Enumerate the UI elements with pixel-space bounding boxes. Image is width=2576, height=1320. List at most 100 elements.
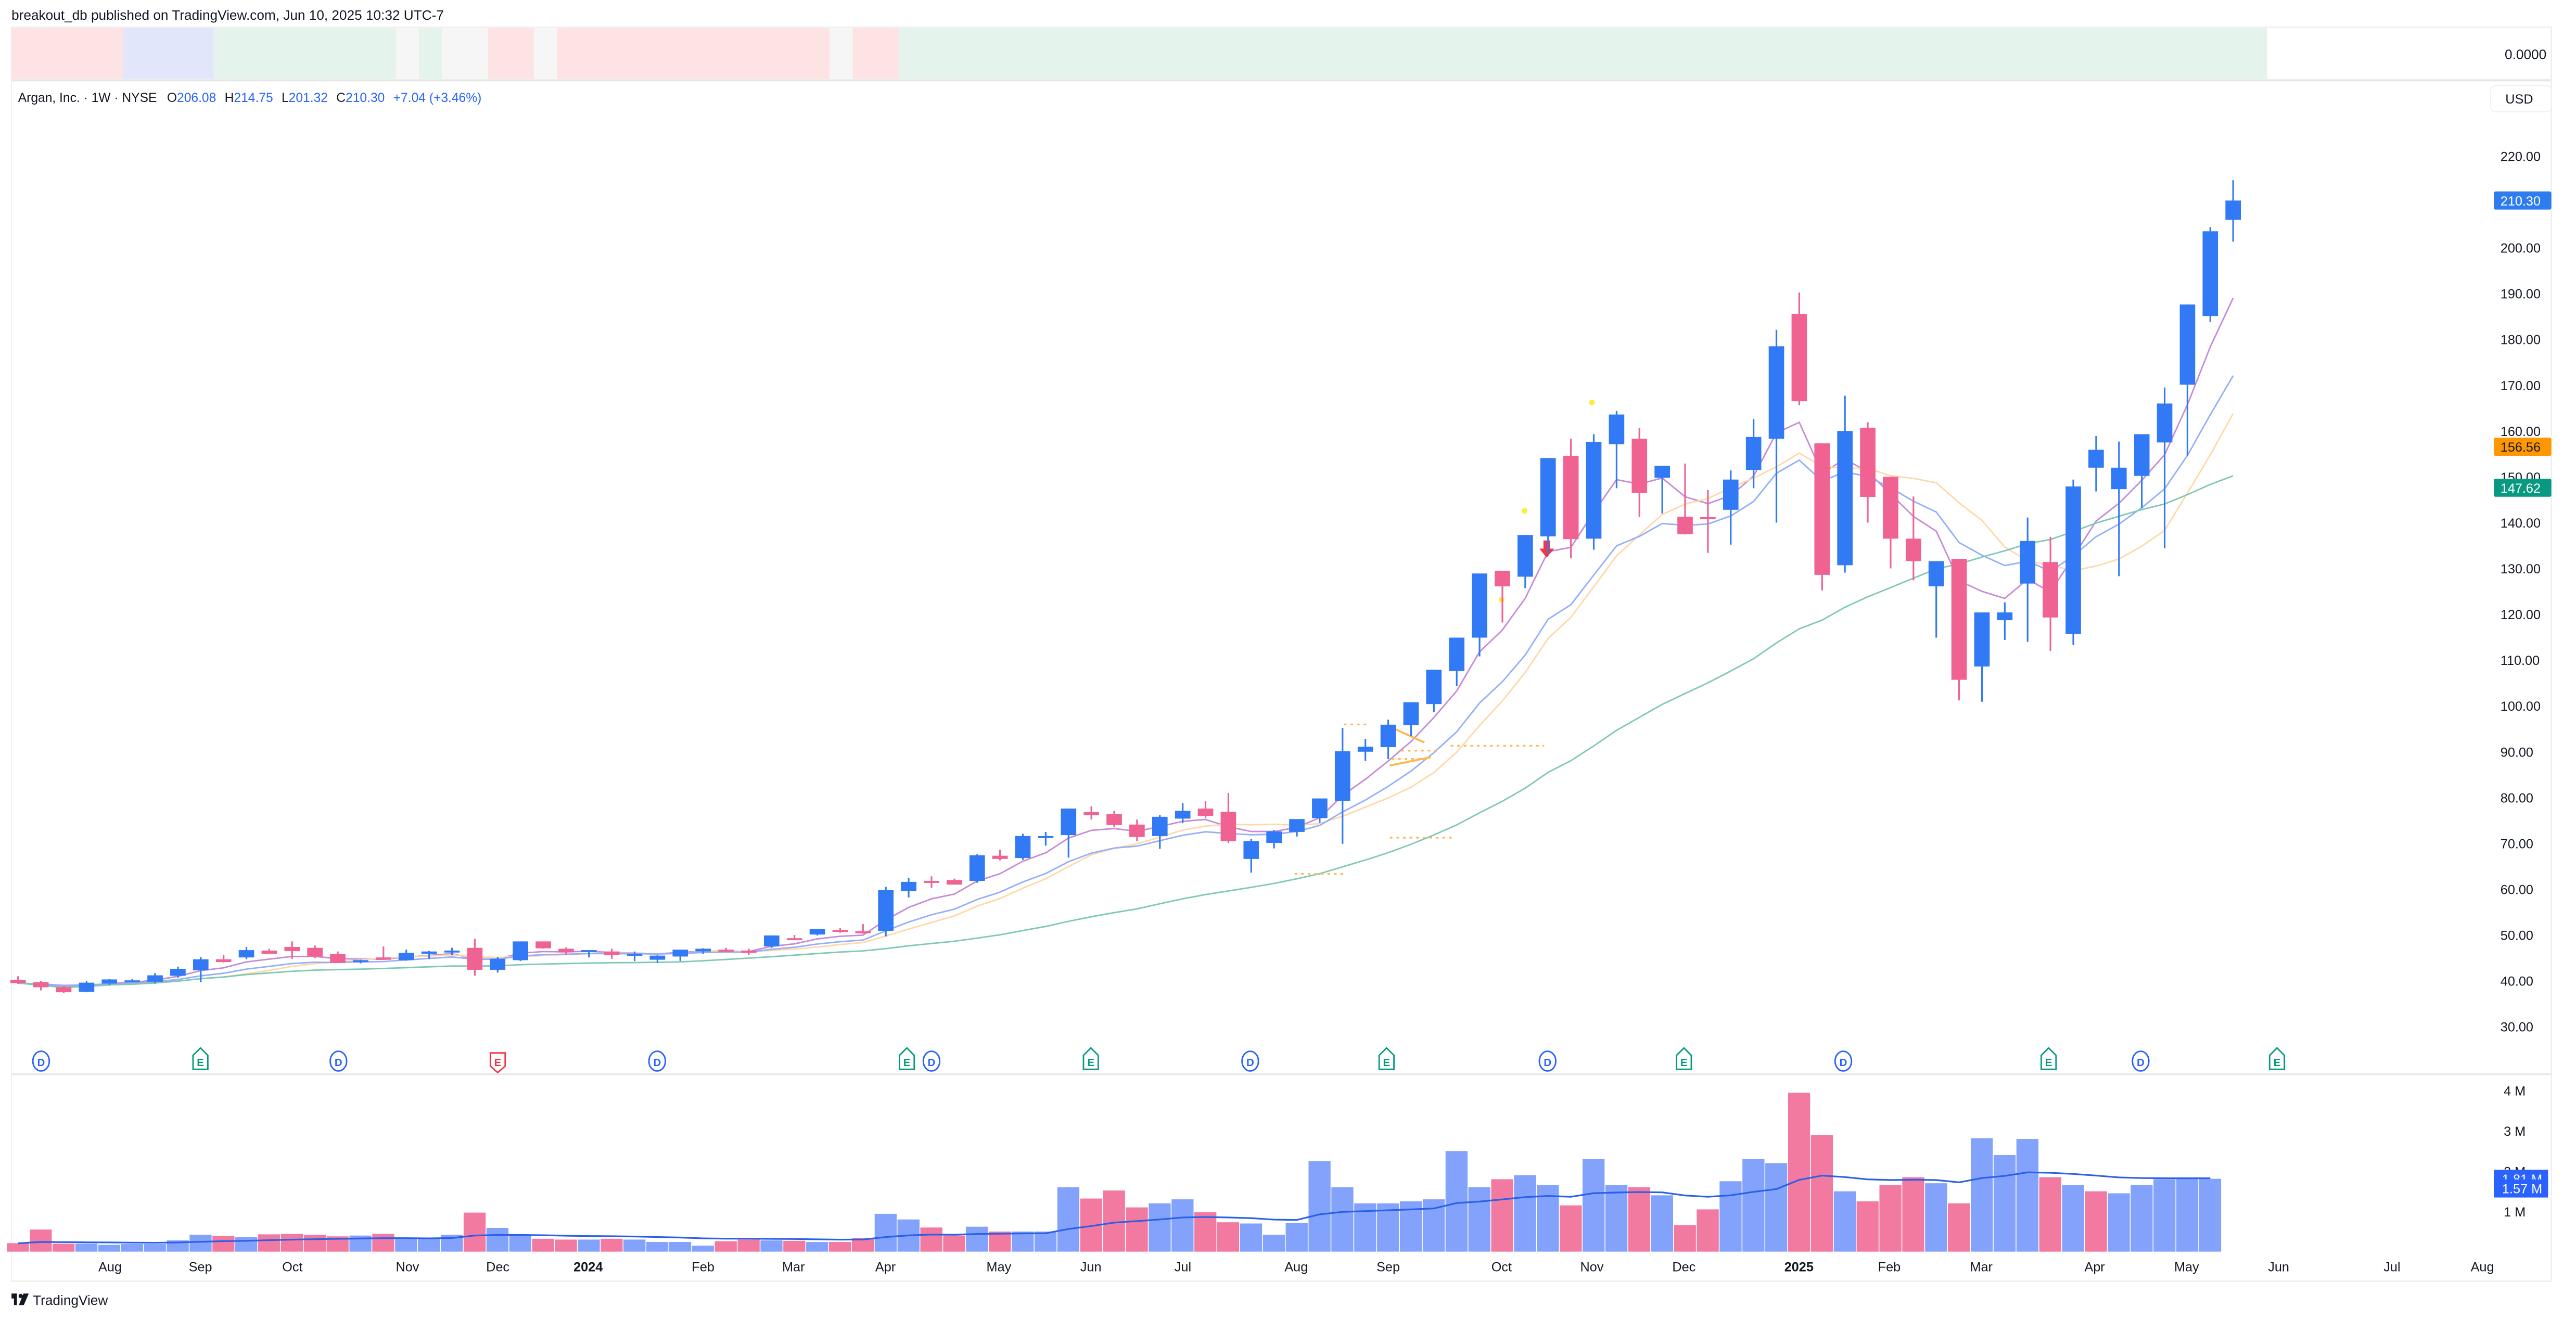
candle-body[interactable] bbox=[261, 950, 277, 954]
candle-body[interactable] bbox=[330, 954, 346, 963]
candle-body[interactable] bbox=[558, 949, 574, 953]
candle-body[interactable] bbox=[1061, 808, 1077, 836]
candle-body[interactable] bbox=[627, 954, 643, 956]
candle-body[interactable] bbox=[2134, 434, 2150, 476]
candle-body[interactable] bbox=[375, 957, 391, 960]
candle-body[interactable] bbox=[1814, 443, 1830, 575]
candle-body[interactable] bbox=[1197, 808, 1214, 816]
candle-body[interactable] bbox=[398, 953, 414, 960]
candle-body[interactable] bbox=[2111, 467, 2127, 490]
volume-axis[interactable]: 4 M3 M2 M1 M1.81 M1.57 M bbox=[2494, 1084, 2548, 1220]
earnings-marker-icon[interactable]: E bbox=[898, 1047, 915, 1070]
earnings-marker-icon[interactable]: E bbox=[1676, 1047, 1692, 1070]
candle-body[interactable] bbox=[1289, 819, 1305, 832]
candle-body[interactable] bbox=[832, 930, 848, 932]
candle-body[interactable] bbox=[1677, 517, 1693, 534]
candle-body[interactable] bbox=[1357, 747, 1373, 752]
candlestick-series[interactable] bbox=[10, 180, 2241, 993]
candle-body[interactable] bbox=[1928, 561, 1944, 586]
candle-body[interactable] bbox=[1038, 836, 1054, 838]
candle-body[interactable] bbox=[2179, 304, 2196, 385]
earnings-marker-icon[interactable]: E bbox=[489, 1052, 506, 1074]
candle-body[interactable] bbox=[1312, 798, 1328, 818]
candle-body[interactable] bbox=[1631, 439, 1648, 493]
dividend-marker-icon[interactable]: D bbox=[1834, 1050, 1853, 1072]
candle-body[interactable] bbox=[1129, 824, 1145, 837]
candle-body[interactable] bbox=[992, 855, 1008, 859]
earnings-marker-icon[interactable]: E bbox=[1082, 1047, 1099, 1070]
candle-body[interactable] bbox=[2020, 541, 2036, 584]
candle-body[interactable] bbox=[1334, 751, 1350, 801]
candle-body[interactable] bbox=[307, 947, 323, 957]
candle-body[interactable] bbox=[1540, 458, 1556, 536]
candle-body[interactable] bbox=[1495, 570, 1510, 586]
dividend-marker-icon[interactable]: D bbox=[329, 1050, 348, 1072]
candle-body[interactable] bbox=[467, 947, 483, 970]
candle-body[interactable] bbox=[1723, 479, 1739, 510]
candle-body[interactable] bbox=[1243, 841, 1259, 859]
candle-body[interactable] bbox=[2157, 403, 2173, 443]
candle-body[interactable] bbox=[695, 949, 711, 952]
dividend-marker-icon[interactable]: D bbox=[648, 1050, 666, 1072]
currency-button[interactable]: USD bbox=[2490, 85, 2552, 112]
candle-body[interactable] bbox=[901, 881, 916, 891]
candle-body[interactable] bbox=[649, 955, 666, 960]
dividend-marker-icon[interactable]: D bbox=[1241, 1050, 1259, 1072]
candle-body[interactable] bbox=[763, 935, 780, 947]
candle-body[interactable] bbox=[604, 951, 620, 955]
candle-body[interactable] bbox=[1152, 816, 1168, 836]
dividend-marker-icon[interactable]: D bbox=[922, 1050, 941, 1072]
candle-body[interactable] bbox=[124, 980, 140, 983]
candle-body[interactable] bbox=[1883, 477, 1898, 539]
candle-body[interactable] bbox=[1220, 812, 1236, 841]
earnings-marker-icon[interactable]: E bbox=[192, 1047, 209, 1070]
candle-body[interactable] bbox=[56, 987, 72, 993]
candle-body[interactable] bbox=[513, 941, 528, 960]
candle-body[interactable] bbox=[33, 982, 49, 988]
candle-body[interactable] bbox=[1175, 811, 1191, 819]
candle-body[interactable] bbox=[1905, 539, 1921, 561]
candle-body[interactable] bbox=[2202, 231, 2218, 316]
candle-body[interactable] bbox=[1380, 724, 1396, 747]
candle-body[interactable] bbox=[1106, 814, 1122, 825]
candle-body[interactable] bbox=[786, 938, 802, 940]
dividend-marker-icon[interactable]: D bbox=[32, 1050, 50, 1072]
candle-body[interactable] bbox=[1609, 414, 1625, 444]
price-axis[interactable]: 220.00210.00200.00190.00180.00170.00160.… bbox=[2501, 149, 2541, 1034]
candle-body[interactable] bbox=[170, 969, 186, 976]
candle-body[interactable] bbox=[1768, 346, 1784, 439]
candle-body[interactable] bbox=[1449, 637, 1465, 671]
dividend-marker-icon[interactable]: D bbox=[1538, 1050, 1557, 1072]
candle-body[interactable] bbox=[855, 931, 871, 933]
earnings-marker-icon[interactable]: E bbox=[1378, 1047, 1395, 1070]
candle-body[interactable] bbox=[444, 950, 460, 953]
candle-body[interactable] bbox=[147, 975, 163, 982]
candle-body[interactable] bbox=[2088, 450, 2104, 468]
candle-body[interactable] bbox=[2065, 486, 2081, 634]
earnings-marker-icon[interactable]: E bbox=[2268, 1047, 2286, 1070]
candle-body[interactable] bbox=[1472, 573, 1487, 638]
candle-body[interactable] bbox=[878, 890, 894, 931]
candle-body[interactable] bbox=[193, 959, 209, 970]
candle-body[interactable] bbox=[741, 950, 757, 953]
candle-body[interactable] bbox=[924, 881, 939, 883]
candle-body[interactable] bbox=[353, 960, 368, 963]
candle-body[interactable] bbox=[718, 950, 734, 952]
candle-body[interactable] bbox=[1015, 836, 1031, 858]
dividend-marker-icon[interactable]: D bbox=[2132, 1050, 2150, 1072]
candle-body[interactable] bbox=[238, 950, 254, 958]
candle-body[interactable] bbox=[215, 959, 232, 962]
candle-body[interactable] bbox=[1586, 442, 1602, 539]
candle-body[interactable] bbox=[1266, 831, 1282, 843]
candle-body[interactable] bbox=[1517, 535, 1533, 577]
candle-body[interactable] bbox=[10, 980, 26, 983]
candle-body[interactable] bbox=[1083, 812, 1099, 815]
candle-body[interactable] bbox=[969, 855, 985, 881]
candle-body[interactable] bbox=[2225, 200, 2241, 220]
candle-body[interactable] bbox=[1974, 612, 1990, 667]
candle-body[interactable] bbox=[421, 951, 437, 954]
candle-body[interactable] bbox=[946, 880, 962, 885]
candle-body[interactable] bbox=[79, 982, 95, 992]
candle-body[interactable] bbox=[535, 941, 551, 949]
